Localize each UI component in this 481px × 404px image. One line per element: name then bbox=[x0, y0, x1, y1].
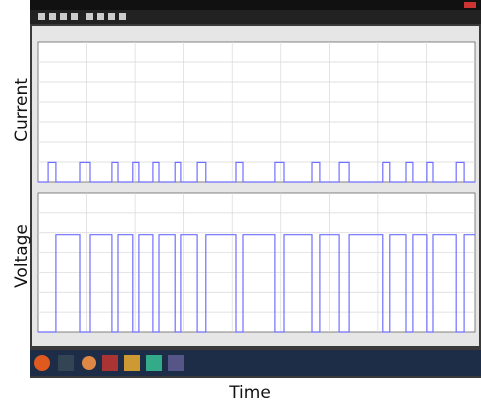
title-bar bbox=[30, 0, 481, 10]
plot-area bbox=[38, 193, 475, 332]
y-axis-label: Current bbox=[12, 78, 32, 142]
y-axis-label: Voltage bbox=[12, 224, 32, 288]
screenshot: Current Voltage Time bbox=[0, 0, 481, 404]
plot-area bbox=[38, 42, 475, 182]
taskbar bbox=[30, 350, 481, 376]
x-axis-label: Time bbox=[228, 383, 271, 403]
page: CurrentVoltageTime (() => { const data =… bbox=[0, 0, 481, 404]
